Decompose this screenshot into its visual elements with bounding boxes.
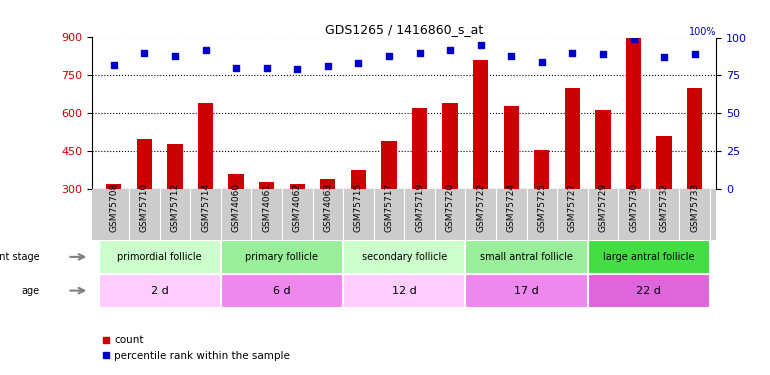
Text: 2 d: 2 d — [151, 286, 169, 296]
Bar — [534, 150, 550, 189]
Point — [505, 53, 517, 59]
Bar — [137, 139, 152, 189]
Point — [322, 63, 334, 69]
Bar — [626, 38, 641, 189]
Bar — [465, 274, 588, 308]
Bar — [504, 106, 519, 189]
Bar — [106, 184, 122, 189]
Point — [108, 62, 120, 68]
Bar — [351, 170, 366, 189]
Bar — [657, 136, 671, 189]
Bar — [412, 108, 427, 189]
Bar — [221, 240, 343, 274]
Bar — [99, 274, 221, 308]
Text: 22 d: 22 d — [636, 286, 661, 296]
Bar — [595, 110, 611, 189]
Bar — [687, 88, 702, 189]
Text: 100%: 100% — [688, 27, 716, 37]
Bar — [343, 274, 465, 308]
Point — [291, 66, 303, 72]
Bar — [443, 103, 457, 189]
Point — [566, 50, 578, 56]
Point — [169, 53, 181, 59]
Text: primordial follicle: primordial follicle — [117, 252, 202, 262]
Bar — [588, 274, 710, 308]
Point — [230, 65, 243, 71]
Point — [536, 59, 548, 65]
Point — [139, 50, 151, 56]
Text: primary follicle: primary follicle — [246, 252, 319, 262]
Point — [628, 36, 640, 42]
Text: secondary follicle: secondary follicle — [362, 252, 447, 262]
Point — [658, 54, 671, 60]
Bar — [259, 182, 274, 189]
Bar — [290, 184, 305, 189]
Point — [688, 51, 701, 57]
Text: large antral follicle: large antral follicle — [603, 252, 695, 262]
Bar — [221, 274, 343, 308]
Bar — [99, 240, 221, 274]
Point — [352, 60, 364, 66]
Point — [474, 42, 487, 48]
Point — [383, 53, 395, 59]
Point — [413, 50, 426, 56]
Bar — [320, 179, 336, 189]
Text: 6 d: 6 d — [273, 286, 291, 296]
Bar — [198, 103, 213, 189]
Point — [597, 51, 609, 57]
Bar — [381, 141, 397, 189]
Point — [260, 65, 273, 71]
Bar — [229, 174, 244, 189]
Text: 12 d: 12 d — [392, 286, 417, 296]
Text: age: age — [22, 286, 39, 296]
Text: small antral follicle: small antral follicle — [480, 252, 573, 262]
Point — [444, 46, 457, 53]
Point — [199, 46, 212, 53]
Title: GDS1265 / 1416860_s_at: GDS1265 / 1416860_s_at — [325, 23, 484, 36]
Bar — [343, 240, 465, 274]
Bar — [465, 240, 588, 274]
Text: 17 d: 17 d — [514, 286, 539, 296]
Text: development stage: development stage — [0, 252, 39, 262]
Bar — [473, 60, 488, 189]
Bar — [564, 88, 580, 189]
Legend: count, percentile rank within the sample: count, percentile rank within the sample — [98, 331, 294, 365]
Bar — [588, 240, 710, 274]
Bar — [167, 144, 182, 189]
